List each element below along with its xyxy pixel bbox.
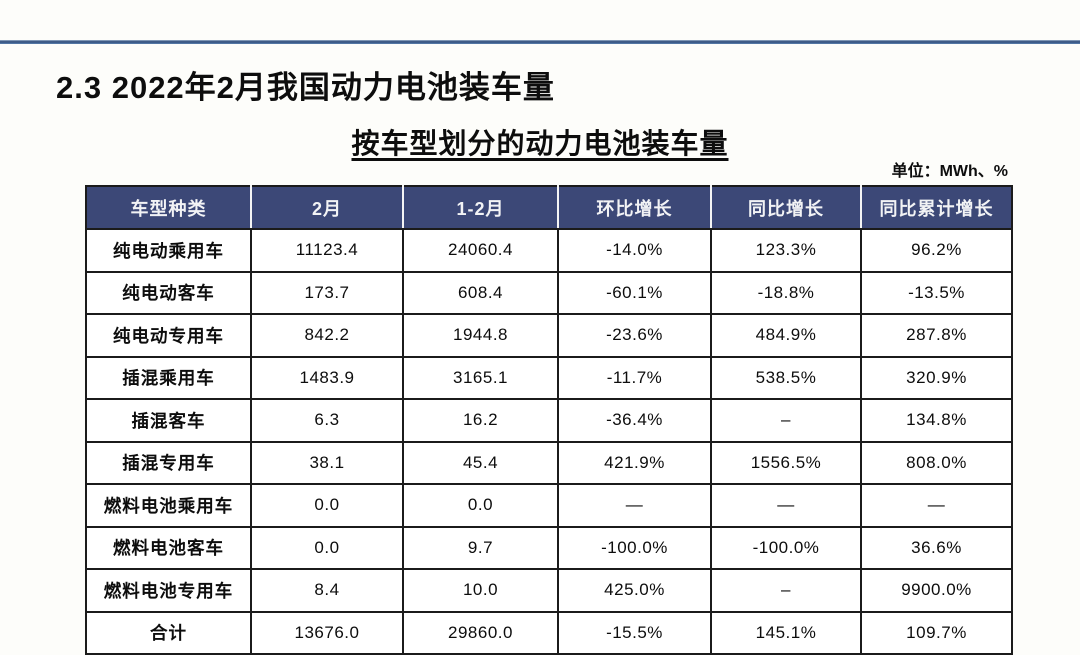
value-cell: 24060.4 <box>402 228 559 273</box>
table-body: 纯电动乘用车 11123.4 24060.4 -14.0% 123.3% 96.2% 纯电动… <box>85 228 1013 655</box>
value-cell: 45.4 <box>402 440 559 485</box>
value-cell: 145.1% <box>710 610 862 655</box>
value-cell: 10.0 <box>402 568 559 613</box>
row-label-cell: 纯电动客车 <box>85 270 252 315</box>
value-cell: 8.4 <box>250 568 404 613</box>
value-cell: — <box>860 483 1013 528</box>
value-cell: 38.1 <box>250 440 404 485</box>
row-label-cell: 燃料电池专用车 <box>85 568 252 613</box>
value-cell: -100.0% <box>710 525 862 570</box>
unit-label: 单位：MWh、% <box>891 163 1008 180</box>
value-cell: 1944.8 <box>402 313 559 358</box>
value-cell: 109.7% <box>860 610 1013 655</box>
table-header: 车型种类 2月 1-2月 环比增长 同比增长 同比累计增长 <box>86 186 1012 230</box>
value-cell: 9900.0% <box>860 568 1013 613</box>
table-row: 燃料电池专用车 8.4 10.0 425.0% –9900.0% <box>85 568 1013 613</box>
table-row: 纯电动乘用车 11123.4 24060.4 -14.0% 123.3% 96.2% <box>85 228 1013 273</box>
value-cell: 29860.0 <box>402 610 559 655</box>
value-cell: -14.0% <box>557 228 712 273</box>
value-cell: -100.0% <box>557 525 712 570</box>
value-cell: -13.5% <box>860 270 1013 315</box>
table-row: 纯电动专用车 842.2 1944.8 -23.6% 484.9% 287.8% <box>85 313 1013 358</box>
value-cell: -36.4% <box>557 398 712 443</box>
value-cell: 16.2 <box>402 398 559 443</box>
value-cell: 13676.0 <box>250 610 404 655</box>
page-title: 2.3 2022年2月我国动力电池装车量 <box>56 70 555 105</box>
value-cell: – <box>710 568 862 613</box>
header-cell: 2月 <box>250 186 403 230</box>
table-row: 插混专用车 38.1 45.4 421.9% 1556.5% 808.0% <box>85 440 1013 485</box>
value-cell: 0.0 <box>250 525 404 570</box>
header-cell: 同比累计增长 <box>860 186 1012 230</box>
value-cell: 6.3 <box>250 398 404 443</box>
value-cell: -60.1% <box>557 270 712 315</box>
table-row: 合计 13676.0 29860.0 -15.5% 145.1% 109.7% <box>85 610 1013 655</box>
row-label-cell: 纯电动乘用车 <box>85 228 252 273</box>
value-cell: 842.2 <box>250 313 404 358</box>
table-row: 燃料电池客车 0.0 9.7 -100.0% -100.0% 36.6% <box>85 525 1013 570</box>
row-label-cell: 燃料电池客车 <box>85 525 252 570</box>
table-title: 按车型划分的动力电池装车量 <box>351 128 729 159</box>
value-cell: 538.5% <box>710 355 862 400</box>
value-cell: 484.9% <box>710 313 862 358</box>
value-cell: 9.7 <box>402 525 559 570</box>
row-label-cell: 插混客车 <box>85 398 252 443</box>
table-row: 纯电动客车 173.7 608.4 -60.1% -18.8% -13.5% <box>85 270 1013 315</box>
value-cell: 1556.5% <box>710 440 862 485</box>
value-cell: 1483.9 <box>250 355 404 400</box>
value-cell: 36.6% <box>860 525 1013 570</box>
value-cell: 808.0% <box>860 440 1013 485</box>
value-cell: 123.3% <box>710 228 862 273</box>
value-cell: 0.0 <box>402 483 559 528</box>
table-row: 燃料电池乘用车 0.0 0.0— — — <box>85 483 1013 528</box>
row-label-cell: 插混专用车 <box>85 440 252 485</box>
table-row: 插混客车 6.3 16.2 -36.4% –134.8% <box>85 398 1013 443</box>
value-cell: 11123.4 <box>250 228 404 273</box>
value-cell: -18.8% <box>710 270 862 315</box>
value-cell: -11.7% <box>557 355 712 400</box>
value-cell: 421.9% <box>557 440 712 485</box>
value-cell: 287.8% <box>860 313 1013 358</box>
table-row: 插混乘用车 1483.9 3165.1 -11.7% 538.5% 320.9% <box>85 355 1013 400</box>
value-cell: – <box>710 398 862 443</box>
row-label-cell: 纯电动专用车 <box>85 313 252 358</box>
header-cell: 环比增长 <box>557 186 711 230</box>
value-cell: 96.2% <box>860 228 1013 273</box>
value-cell: 0.0 <box>250 483 404 528</box>
value-cell: -23.6% <box>557 313 712 358</box>
row-label-cell: 燃料电池乘用车 <box>85 483 252 528</box>
value-cell: 3165.1 <box>402 355 559 400</box>
row-label-cell: 合计 <box>85 610 252 655</box>
table-title-wrap: 按车型划分的动力电池装车量 <box>0 122 1080 162</box>
top-divider-line <box>0 40 1080 44</box>
value-cell: 608.4 <box>402 270 559 315</box>
value-cell: -15.5% <box>557 610 712 655</box>
row-label-cell: 插混乘用车 <box>85 355 252 400</box>
value-cell: 134.8% <box>860 398 1013 443</box>
battery-table: 车型种类 2月 1-2月 环比增长 同比增长 同比累计增长 纯电动乘用车 11123.4 24… <box>85 185 1013 655</box>
header-cell: 1-2月 <box>402 186 558 230</box>
header-cell: 同比增长 <box>710 186 861 230</box>
table-header-row: 车型种类 2月 1-2月 环比增长 同比增长 同比累计增长 <box>86 186 1012 230</box>
value-cell: — <box>557 483 712 528</box>
value-cell: 425.0% <box>557 568 712 613</box>
value-cell: 320.9% <box>860 355 1013 400</box>
header-cell: 车型种类 <box>86 186 251 230</box>
value-cell: — <box>710 483 862 528</box>
value-cell: 173.7 <box>250 270 404 315</box>
